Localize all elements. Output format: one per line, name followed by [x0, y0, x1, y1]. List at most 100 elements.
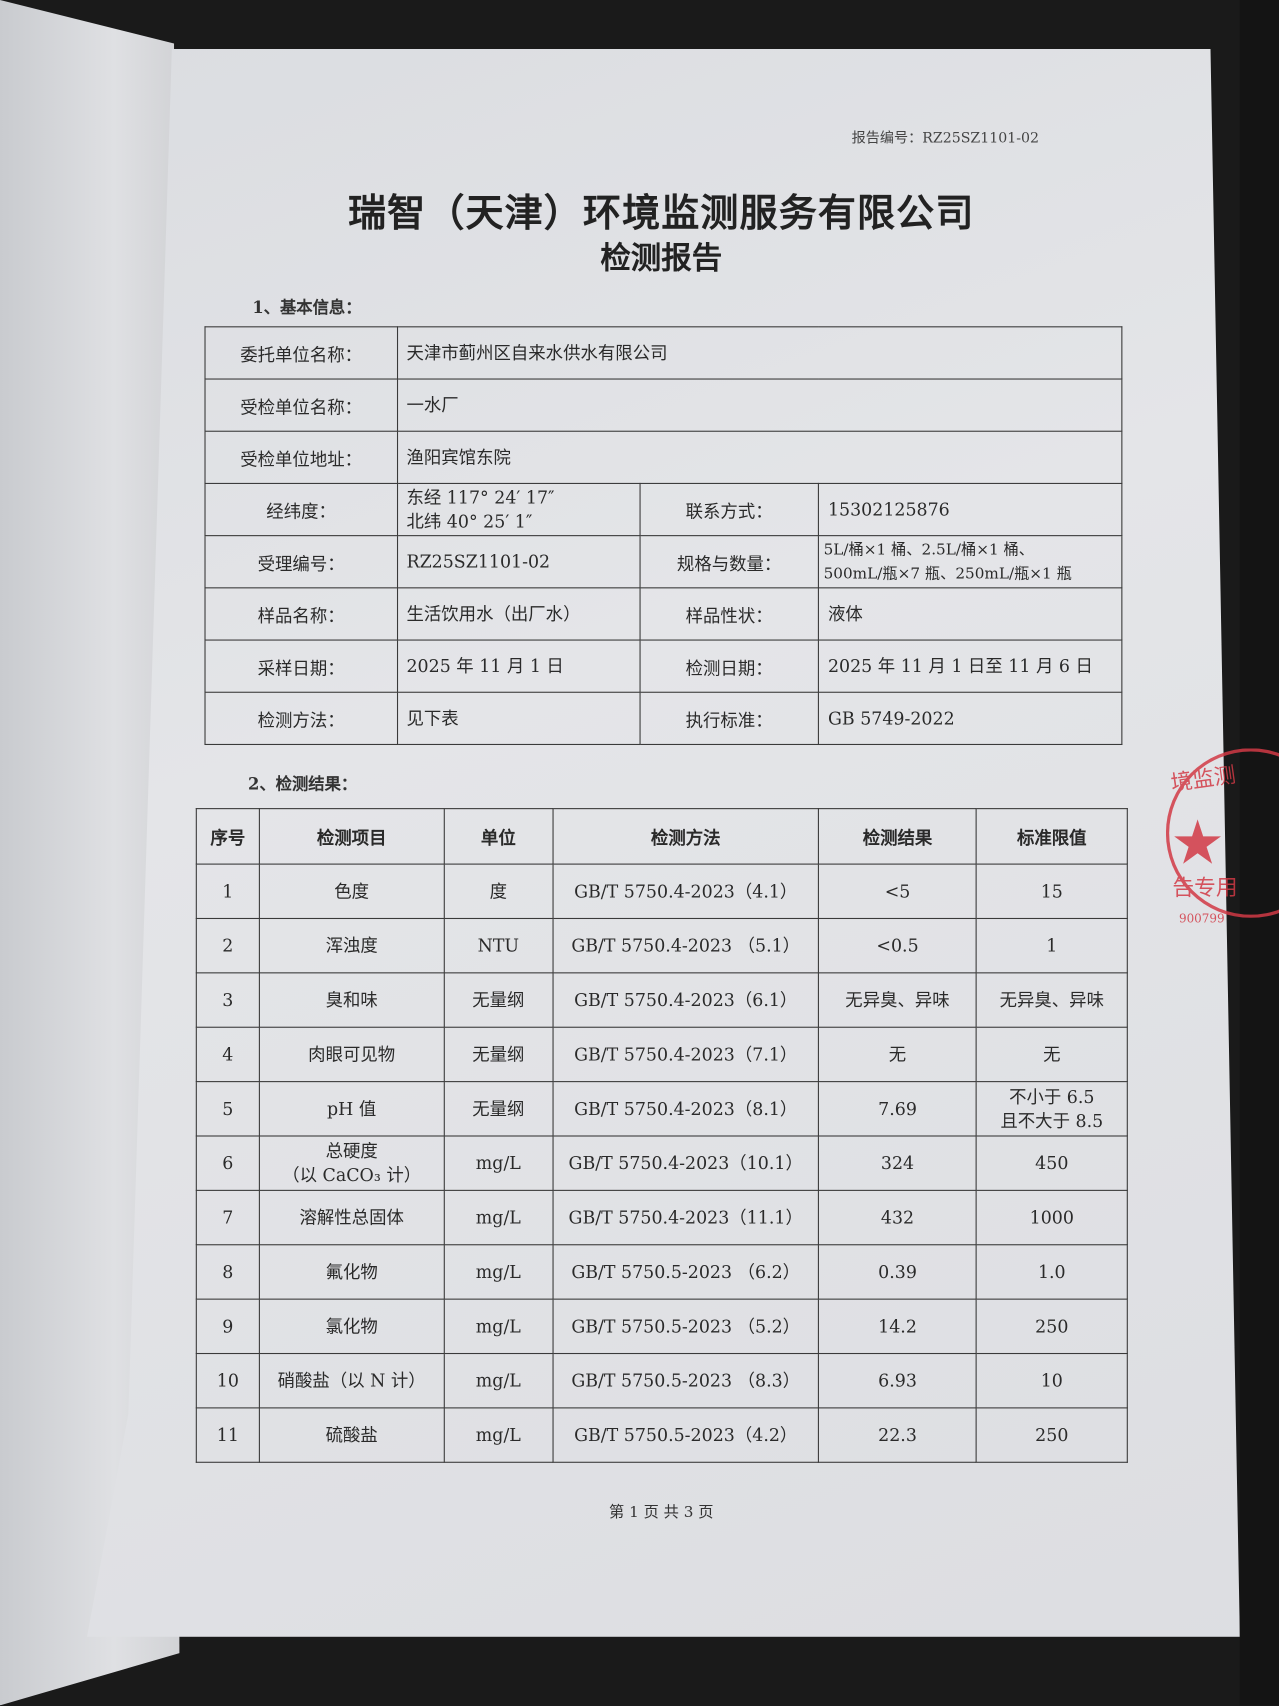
cell-limit: 不小于 6.5 且不大于 8.5 [975, 1081, 1128, 1137]
cell-result: 6.93 [818, 1352, 977, 1409]
cell-result: 14.2 [818, 1298, 977, 1355]
table-row: 11 硫酸盐 mg/L GB/T 5750.5-2023（4.2） 22.3 250 [195, 1407, 1128, 1463]
spec-line-1: 5L/桶×1 桶、2.5L/桶×1 桶、 [823, 541, 1034, 559]
cell-index: 8 [195, 1244, 260, 1300]
cell-limit: 250 [975, 1407, 1128, 1463]
cell-unit: mg/L [443, 1352, 554, 1409]
cell-item: 色度 [258, 863, 445, 920]
cell-limit: 1000 [975, 1189, 1128, 1246]
basic-info-table: 委托单位名称： 天津市蓟州区自来水供水有限公司 受检单位名称： 一水厂 受检单位地址… [204, 326, 1123, 746]
nature-value: 液体 [818, 587, 1123, 641]
cell-unit: mg/L [443, 1244, 554, 1300]
table-row: 4 肉眼可见物 无量纲 GB/T 5750.4-2023（7.1）无无 [195, 1026, 1128, 1083]
report-subtitle: 检测报告 [600, 240, 723, 277]
row-coords: 经纬度： 东经 117° 24′ 17″ 北纬 40° 25′ 1″ 联系方式： 153… [204, 482, 1123, 537]
table-row: 10 硝酸盐（以 N 计） mg/L GB/T 5750.5-2023 （8.3） 6.… [195, 1352, 1128, 1409]
row-client: 委托单位名称： 天津市蓟州区自来水供水有限公司 [204, 326, 1123, 380]
latitude: 北纬 40° 25′ 1″ [406, 510, 533, 532]
seal-code: 900799 [1178, 911, 1225, 926]
cell-item: 肉眼可见物 [258, 1026, 445, 1083]
cell-item: 溶解性总固体 [258, 1189, 445, 1246]
seal-text-bottom: 告专用 [1172, 874, 1238, 901]
cell-index: 1 [195, 863, 260, 920]
cell-limit: 1.0 [975, 1244, 1128, 1300]
cell-unit: 无量纲 [443, 1026, 554, 1083]
row-method: 检测方法： 见下表 执行标准： GB 5749-2022 [204, 691, 1123, 746]
cell-unit: mg/L [443, 1298, 554, 1355]
contact-value: 15302125876 [818, 482, 1123, 537]
row-dates: 采样日期： 2025 年 11 月 1 日检测日期： 2025 年 11 月 1 日… [204, 639, 1123, 693]
cell-limit: 450 [975, 1135, 1128, 1191]
cell-index: 7 [195, 1189, 260, 1246]
header-method: 检测方法 [552, 808, 820, 865]
cell-result: <0.5 [818, 917, 977, 974]
cell-unit: 度 [443, 863, 554, 920]
cell-item: 硫酸盐 [258, 1407, 445, 1463]
spec-label: 规格与数量： [638, 535, 820, 589]
nature-label: 样品性状： [638, 587, 820, 641]
cell-unit: mg/L [443, 1135, 554, 1191]
spec-line-2: 500mL/瓶×7 瓶、250mL/瓶×1 瓶 [823, 565, 1072, 583]
address-label: 受检单位地址： [204, 430, 398, 484]
cell-index: 10 [195, 1352, 260, 1409]
row-accept: 受理编号： RZ25SZ1101-02 规格与数量： 5L/桶×1 桶、2.5L/桶×… [204, 535, 1123, 589]
address-value: 渔阳宾馆东院 [396, 430, 1123, 484]
inspected-value: 一水厂 [396, 378, 1123, 432]
cell-result: 432 [818, 1189, 977, 1246]
cell-method: GB/T 5750.4-2023（6.1） [552, 972, 820, 1028]
cell-limit: 1 [975, 917, 1128, 974]
cell-result: 无 [818, 1026, 977, 1083]
cell-index: 9 [195, 1298, 260, 1355]
section-results: 2、检测结果： [247, 774, 358, 794]
standard-value: GB 5749-2022 [818, 691, 1123, 746]
cell-method: GB/T 5750.4-2023（11.1） [552, 1189, 820, 1246]
star-icon: ★ [1170, 808, 1225, 879]
cell-index: 11 [195, 1407, 260, 1463]
cell-result: 0.39 [818, 1244, 977, 1300]
cell-index: 6 [195, 1135, 260, 1191]
sampling-date-label: 采样日期： [204, 639, 398, 693]
cell-unit: mg/L [443, 1189, 554, 1246]
cell-limit: 15 [975, 863, 1128, 920]
table-row: 8 氟化物 mg/L GB/T 5750.5-2023 （6.2） 0.39 1.0 [195, 1244, 1128, 1300]
cell-item: 氯化物 [258, 1298, 445, 1355]
table-row: 3 臭和味 无量纲 GB/T 5750.4-2023（6.1） 无异臭、异味 无异臭、异味 [195, 972, 1128, 1028]
cell-item: 氟化物 [258, 1244, 445, 1300]
page-footer: 第 1 页 共 3 页 [609, 1504, 714, 1522]
results-header-row: 序号 检测项目 单位 检测方法 检测结果 标准限值 [195, 808, 1128, 865]
cell-limit: 10 [975, 1352, 1128, 1409]
cell-result: 324 [818, 1135, 977, 1191]
cell-item: 浑浊度 [258, 917, 445, 974]
cell-index: 4 [195, 1026, 260, 1083]
cell-item: pH 值 [258, 1081, 445, 1137]
table-row: 2 浑浊度 NTU GB/T 5750.4-2023 （5.1） <0.5 1 [195, 917, 1128, 974]
cell-method: GB/T 5750.4-2023（7.1） [552, 1026, 820, 1083]
report-number: 报告编号：RZ25SZ1101-02 [851, 130, 1040, 147]
cell-result: 7.69 [818, 1081, 977, 1137]
cell-method: GB/T 5750.5-2023 （6.2） [552, 1244, 820, 1300]
cell-result: <5 [818, 863, 977, 920]
cell-method: GB/T 5750.5-2023 （8.3） [552, 1352, 820, 1409]
cell-unit: mg/L [443, 1407, 554, 1463]
cell-item: 臭和味 [258, 972, 445, 1028]
method-value: 见下表 [396, 691, 641, 746]
header-item: 检测项目 [258, 808, 445, 865]
cell-index: 3 [195, 972, 260, 1028]
cell-method: GB/T 5750.4-2023（10.1） [552, 1135, 820, 1191]
test-date-value: 2025 年 11 月 1 日至 11 月 6 日 [818, 639, 1123, 693]
cell-item: 硝酸盐（以 N 计） [258, 1352, 445, 1409]
coords-value: 东经 117° 24′ 17″ 北纬 40° 25′ 1″ [396, 482, 641, 537]
test-date-label: 检测日期： [638, 639, 820, 693]
client-label: 委托单位名称： [204, 326, 398, 380]
sample-value: 生活饮用水（出厂水） [396, 587, 641, 641]
contact-label: 联系方式： [638, 482, 820, 537]
cell-unit: NTU [443, 917, 554, 974]
cell-method: GB/T 5750.5-2023（4.2） [552, 1407, 820, 1463]
client-value: 天津市蓟州区自来水供水有限公司 [396, 326, 1123, 380]
cell-index: 2 [195, 917, 260, 974]
official-seal: 境监测 ★ 告专用 900799 [1165, 748, 1279, 955]
accept-label: 受理编号： [204, 535, 398, 589]
longitude: 东经 117° 24′ 17″ [406, 486, 555, 508]
cell-limit: 无异臭、异味 [975, 972, 1128, 1028]
row-address: 受检单位地址： 渔阳宾馆东院 [204, 430, 1123, 484]
